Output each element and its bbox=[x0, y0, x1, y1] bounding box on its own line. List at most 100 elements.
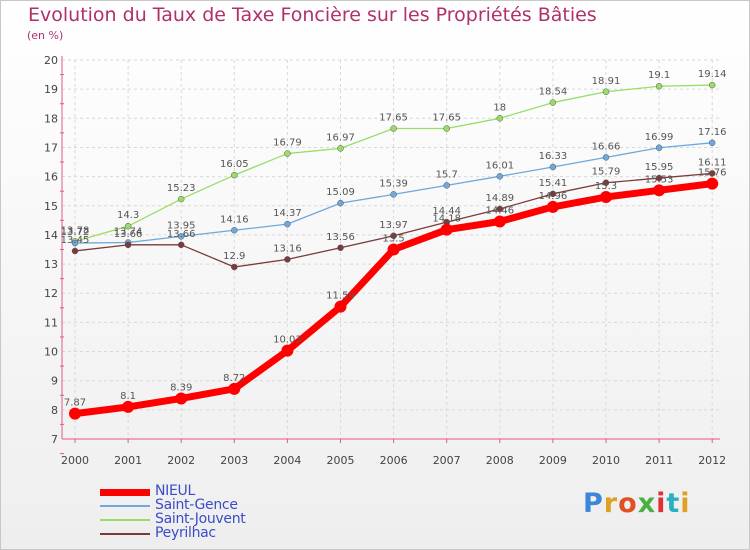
data-point-nieul bbox=[653, 184, 666, 197]
y-tick-label: 17 bbox=[44, 141, 58, 154]
data-label: 16.01 bbox=[485, 160, 514, 171]
data-label: 18 bbox=[493, 102, 506, 113]
data-label: 15.76 bbox=[698, 168, 727, 179]
legend-swatch bbox=[100, 505, 150, 507]
data-point-peyrilhac bbox=[71, 247, 79, 255]
y-tick-label: 11 bbox=[44, 316, 58, 329]
y-tick-label: 7 bbox=[51, 433, 58, 446]
x-tick-label: 2010 bbox=[592, 454, 620, 467]
x-tick-label: 2003 bbox=[220, 454, 248, 467]
data-label: 15.23 bbox=[167, 183, 196, 194]
data-label: 10.03 bbox=[273, 335, 302, 346]
logo-letter: r bbox=[603, 488, 619, 519]
y-tick-label: 14 bbox=[44, 229, 58, 242]
data-point-saint-jouvent bbox=[496, 115, 504, 122]
y-tick-label: 9 bbox=[51, 375, 58, 388]
data-label: 15.7 bbox=[436, 169, 458, 180]
data-label: 16.66 bbox=[592, 141, 621, 152]
data-label: 14.16 bbox=[220, 214, 249, 225]
data-label: 15.41 bbox=[539, 178, 568, 189]
y-tick-label: 20 bbox=[44, 54, 58, 67]
x-tick-label: 2000 bbox=[61, 454, 89, 467]
data-label: 16.79 bbox=[273, 138, 302, 149]
data-label: 14.3 bbox=[117, 210, 139, 221]
legend-swatch bbox=[100, 489, 150, 496]
data-label: 8.72 bbox=[223, 373, 245, 384]
data-point-saint-gence bbox=[708, 139, 716, 147]
x-tick-label: 2008 bbox=[486, 454, 514, 467]
data-point-saint-jouvent bbox=[708, 81, 716, 89]
data-point-nieul bbox=[334, 300, 347, 313]
data-point-saint-jouvent bbox=[124, 222, 132, 230]
data-label: 19.1 bbox=[648, 70, 670, 81]
data-label: 15.53 bbox=[645, 174, 674, 185]
data-point-saint-jouvent bbox=[443, 125, 450, 132]
data-label: 16.99 bbox=[645, 132, 674, 143]
data-label: 13.45 bbox=[61, 235, 90, 246]
data-label: 8.1 bbox=[120, 391, 136, 402]
proxiti-logo: Proxiti bbox=[583, 488, 691, 519]
data-point-peyrilhac bbox=[549, 190, 557, 198]
legend-swatch bbox=[100, 533, 150, 535]
grid bbox=[62, 59, 720, 440]
y-tick-label: 18 bbox=[44, 112, 58, 125]
data-label: 17.16 bbox=[698, 127, 727, 138]
x-tick-label: 2007 bbox=[433, 454, 461, 467]
chart-subtitle: (en %) bbox=[27, 29, 64, 42]
data-point-nieul bbox=[228, 382, 241, 395]
data-point-peyrilhac bbox=[124, 241, 132, 249]
data-label: 13.72 bbox=[61, 227, 90, 238]
data-point-nieul bbox=[387, 243, 400, 256]
data-label: 8.39 bbox=[170, 382, 192, 393]
x-tick-label: 2012 bbox=[698, 454, 726, 467]
data-label: 13.66 bbox=[114, 229, 143, 240]
data-point-saint-gence bbox=[177, 233, 185, 240]
data-label: 14.46 bbox=[485, 206, 514, 217]
data-point-saint-gence bbox=[390, 191, 397, 198]
data-label: 13.78 bbox=[61, 225, 90, 236]
logo-letter: o bbox=[618, 488, 638, 519]
y-tick-label: 12 bbox=[44, 287, 58, 300]
data-label: 15.3 bbox=[595, 181, 617, 192]
y-tick-label: 19 bbox=[44, 83, 58, 96]
data-point-saint-gence bbox=[71, 239, 79, 247]
legend-label: Saint-Jouvent bbox=[155, 511, 246, 527]
data-point-peyrilhac bbox=[177, 241, 185, 249]
data-label: 13.95 bbox=[167, 220, 196, 231]
data-point-nieul bbox=[122, 400, 135, 413]
data-label: 13.5 bbox=[382, 234, 404, 245]
y-tick-label: 10 bbox=[44, 346, 58, 359]
logo-letter: x bbox=[637, 488, 657, 519]
axes: 7 8 9 10 11 12 13 14 15 16 17 18 19 20 2000 2001 2002 200… bbox=[44, 54, 726, 467]
data-point-saint-jouvent bbox=[231, 171, 238, 179]
data-label: 16.11 bbox=[698, 157, 727, 168]
logo-letter: P bbox=[583, 488, 604, 519]
x-tick-label: 2011 bbox=[645, 454, 673, 467]
data-label: 11.54 bbox=[326, 291, 355, 302]
data-label: 18.91 bbox=[592, 76, 621, 87]
data-label: 15.79 bbox=[592, 167, 621, 178]
data-point-saint-gence bbox=[231, 227, 238, 234]
data-point-nieul bbox=[600, 191, 612, 204]
x-tick-label: 2005 bbox=[327, 454, 355, 467]
chart-title: Evolution du Taux de Taxe Foncière sur l… bbox=[28, 4, 597, 26]
data-label: 13.16 bbox=[273, 243, 302, 254]
data-label: 16.97 bbox=[326, 132, 355, 143]
data-point-saint-gence bbox=[496, 173, 504, 180]
data-label: 15.39 bbox=[379, 178, 408, 189]
data-label: 13.97 bbox=[379, 220, 408, 231]
data-point-saint-jouvent bbox=[655, 82, 663, 90]
data-point-saint-gence bbox=[337, 199, 344, 207]
data-label: 19.14 bbox=[698, 69, 727, 80]
x-tick-label: 2009 bbox=[539, 454, 567, 467]
data-point-peyrilhac bbox=[496, 205, 504, 213]
data-point-saint-jouvent bbox=[390, 125, 397, 132]
data-label: 15.09 bbox=[326, 187, 355, 198]
data-point-saint-gence bbox=[443, 182, 450, 189]
data-label: 13.74 bbox=[114, 227, 143, 238]
data-label: 14.44 bbox=[432, 206, 461, 217]
data-label: 17.65 bbox=[379, 113, 408, 124]
data-point-peyrilhac bbox=[708, 170, 716, 177]
logo-letter: i bbox=[656, 488, 667, 519]
